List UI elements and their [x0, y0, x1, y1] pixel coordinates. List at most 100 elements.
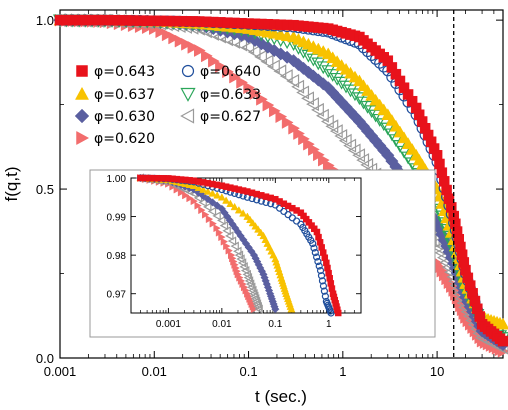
inset-axes: 0.001 0.01 0.1 1 0.97 0.98 0.99 1.00 — [107, 174, 362, 330]
inset-data-point — [313, 253, 321, 261]
x-tick-label: 10 — [430, 364, 444, 379]
data-point — [273, 64, 287, 79]
data-point — [168, 31, 181, 45]
inset-data-points — [135, 173, 342, 317]
inset-data-point — [310, 244, 318, 252]
main-plot-frame — [59, 9, 504, 359]
inset-plot-frame — [130, 177, 362, 314]
data-point — [215, 60, 227, 73]
inset-x-tick-label: 0.1 — [268, 319, 282, 330]
inset-data-point — [202, 210, 210, 219]
inset-data-point — [209, 219, 217, 228]
data-point — [194, 44, 206, 57]
inset-x-tick-label: 1 — [326, 319, 332, 330]
data-point — [208, 54, 220, 68]
legend-marker — [76, 65, 88, 77]
data-point — [334, 76, 349, 90]
x-axis-label: t (sec.) — [255, 387, 307, 406]
inset-data-point — [327, 309, 335, 317]
legend-label: φ=0.620 — [94, 131, 155, 147]
inset-data-point — [234, 206, 243, 214]
inset-data-point — [271, 305, 280, 314]
legend-label: φ=0.643 — [94, 64, 155, 80]
x-tick-label: 0.01 — [142, 364, 167, 379]
data-point — [325, 119, 339, 134]
x-tick-label: 0.1 — [240, 364, 258, 379]
data-point — [338, 133, 352, 148]
legend-label: φ=0.640 — [200, 64, 261, 80]
main-axes: 0.001 0.01 0.1 1 10 0.0 0.5 1.0 — [36, 10, 504, 379]
inset-data-point — [190, 197, 199, 206]
data-point — [347, 143, 361, 158]
inset-data-point — [226, 199, 235, 207]
inset-data-point — [186, 194, 194, 203]
inset-data-point — [227, 236, 237, 246]
inset-data-point — [219, 220, 229, 231]
data-point — [275, 110, 288, 124]
data-point — [201, 49, 213, 63]
legend-marker — [74, 108, 90, 124]
inset-data-point — [213, 191, 222, 199]
inset-data-point — [319, 282, 328, 290]
data-point — [329, 124, 343, 139]
inset-y-tick-label: 1.00 — [107, 174, 127, 185]
inset-data-point — [198, 197, 207, 208]
inset-data-point — [240, 265, 250, 276]
data-point — [243, 81, 256, 95]
main-data-points — [52, 13, 508, 358]
data-point — [249, 87, 262, 100]
inset-data-point — [250, 305, 259, 314]
y-tick-label: 0.5 — [36, 182, 54, 197]
inset-data-point — [203, 202, 212, 212]
legend-marker — [180, 87, 196, 102]
inset-data-point — [315, 262, 323, 270]
data-point — [291, 79, 305, 94]
data-point — [267, 59, 280, 74]
inset-y-tick-label: 0.97 — [107, 290, 127, 301]
data-point — [222, 65, 234, 79]
y-axis-label: f(q,t) — [2, 167, 21, 202]
data-point — [229, 70, 241, 84]
data-point — [343, 84, 358, 98]
legend-label: φ=0.637 — [94, 87, 155, 103]
inset-data-point — [287, 305, 296, 313]
data-point — [330, 72, 345, 86]
inset-data-point — [254, 304, 263, 314]
data-point — [316, 61, 331, 75]
data-point — [236, 75, 249, 89]
inset-data-point — [234, 250, 244, 260]
inset-data-point — [225, 231, 234, 241]
inset-data-point — [205, 215, 214, 224]
inset-x-tick-label: 0.001 — [156, 319, 181, 330]
data-point — [364, 105, 379, 119]
data-point — [311, 57, 326, 71]
data-point — [356, 96, 371, 110]
inset-data-point — [230, 202, 239, 211]
data-point — [325, 69, 340, 82]
x-tick-label: 0.001 — [44, 364, 77, 379]
inset-data-point — [194, 183, 203, 191]
legend-marker — [180, 108, 195, 124]
inset-data-point — [208, 198, 217, 207]
inset-data-point — [212, 211, 221, 221]
data-point — [311, 102, 324, 117]
inset-x-tick-label: 0.01 — [212, 319, 232, 330]
data-point — [306, 97, 319, 112]
inset-y-tick-label: 0.98 — [107, 251, 127, 262]
data-point — [181, 37, 193, 51]
inset-data-point — [203, 195, 212, 204]
inset-data-point — [208, 189, 217, 197]
data-point — [260, 54, 274, 69]
inset-data-point — [222, 196, 231, 204]
data-point — [497, 335, 508, 347]
data-point — [496, 317, 508, 330]
inset-data-point — [194, 201, 202, 210]
x-tick-label: 1 — [339, 364, 346, 379]
inset-data-point — [317, 272, 326, 280]
legend: φ=0.643 φ=0.640 φ=0.637 φ=0.633 φ=0.630 φ=0.6… — [74, 64, 261, 147]
inset-data-point — [217, 193, 226, 201]
data-point — [343, 138, 357, 153]
inset-data-point — [213, 201, 222, 210]
data-point — [347, 88, 362, 102]
